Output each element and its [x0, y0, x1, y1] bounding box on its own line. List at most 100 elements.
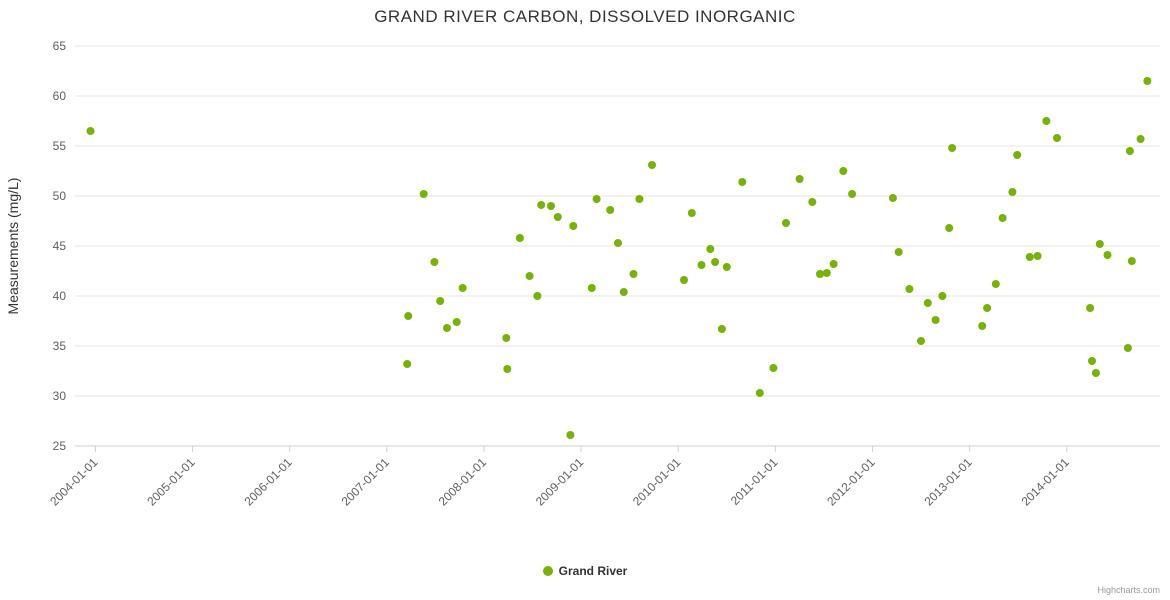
- data-point[interactable]: [888, 194, 897, 202]
- chart-title: GRAND RIVER CARBON, DISSOLVED INORGANIC: [374, 7, 796, 26]
- data-point[interactable]: [991, 280, 1000, 288]
- x-axis-label: 2007-01-01: [339, 455, 393, 509]
- data-point[interactable]: [1053, 134, 1061, 142]
- data-point[interactable]: [983, 304, 992, 312]
- data-point[interactable]: [945, 224, 954, 232]
- x-axis-label: 2013-01-01: [921, 455, 975, 509]
- data-point[interactable]: [1033, 252, 1042, 260]
- y-axis-label: 30: [53, 389, 67, 403]
- data-point[interactable]: [419, 190, 428, 198]
- legend-item-grand-river[interactable]: Grand River: [0, 564, 1170, 578]
- x-axis-label: 2005-01-01: [144, 455, 198, 509]
- data-point[interactable]: [795, 175, 804, 183]
- x-axis-label: 2009-01-01: [533, 455, 587, 509]
- data-point[interactable]: [917, 337, 925, 345]
- data-point[interactable]: [782, 219, 790, 227]
- data-point[interactable]: [587, 284, 596, 292]
- data-point[interactable]: [738, 178, 747, 186]
- data-point[interactable]: [1013, 151, 1022, 159]
- data-point[interactable]: [822, 269, 831, 277]
- data-point[interactable]: [816, 270, 824, 278]
- y-axis-label: 50: [53, 189, 67, 203]
- data-point[interactable]: [697, 261, 706, 269]
- data-point[interactable]: [1088, 357, 1096, 365]
- data-point[interactable]: [687, 209, 696, 217]
- data-point[interactable]: [706, 245, 715, 253]
- data-point[interactable]: [1127, 257, 1136, 265]
- data-point[interactable]: [948, 144, 957, 152]
- y-axis-title: Measurements (mg/L): [5, 178, 21, 315]
- data-point[interactable]: [848, 190, 857, 198]
- data-point[interactable]: [436, 297, 445, 305]
- data-point[interactable]: [722, 263, 731, 271]
- data-point[interactable]: [1091, 369, 1100, 377]
- y-axis-label: 55: [53, 139, 67, 153]
- data-point[interactable]: [1025, 253, 1034, 261]
- x-axis-label: 2010-01-01: [630, 455, 684, 509]
- data-point[interactable]: [1123, 344, 1132, 352]
- data-point[interactable]: [1125, 147, 1134, 155]
- data-point[interactable]: [711, 258, 720, 266]
- y-axis-label: 35: [53, 339, 67, 353]
- data-point[interactable]: [515, 234, 524, 242]
- data-point[interactable]: [430, 258, 439, 266]
- data-point[interactable]: [1143, 77, 1152, 85]
- data-point[interactable]: [1095, 240, 1104, 248]
- data-point[interactable]: [619, 288, 628, 296]
- data-point[interactable]: [614, 239, 622, 247]
- data-point[interactable]: [502, 334, 511, 342]
- data-point[interactable]: [905, 285, 914, 293]
- y-axis-label: 60: [53, 89, 67, 103]
- data-point[interactable]: [808, 198, 817, 206]
- data-point[interactable]: [717, 325, 726, 333]
- y-axis-label: 45: [53, 239, 67, 253]
- data-point[interactable]: [680, 276, 688, 284]
- data-point[interactable]: [829, 260, 838, 268]
- data-point[interactable]: [592, 195, 601, 203]
- data-point[interactable]: [569, 222, 578, 230]
- y-axis-label: 25: [53, 439, 67, 453]
- data-point[interactable]: [635, 195, 644, 203]
- legend-marker-icon: [542, 566, 553, 576]
- data-point[interactable]: [629, 270, 638, 278]
- data-point[interactable]: [566, 431, 575, 439]
- data-point[interactable]: [525, 272, 534, 280]
- legend-series-label: Grand River: [558, 564, 628, 578]
- data-point[interactable]: [931, 316, 940, 324]
- data-point[interactable]: [1103, 251, 1112, 259]
- data-point[interactable]: [648, 161, 656, 169]
- highcharts-credits-link[interactable]: Highcharts.com: [1097, 585, 1160, 595]
- data-point[interactable]: [755, 389, 764, 397]
- data-point[interactable]: [537, 201, 546, 209]
- data-point[interactable]: [86, 127, 95, 135]
- data-point[interactable]: [606, 206, 615, 214]
- y-axis-label: 40: [53, 289, 67, 303]
- data-point[interactable]: [452, 318, 461, 326]
- data-point[interactable]: [978, 322, 987, 330]
- data-point[interactable]: [998, 214, 1007, 222]
- data-point[interactable]: [553, 213, 562, 221]
- data-point[interactable]: [1136, 135, 1145, 143]
- y-axis-label: 65: [53, 39, 67, 53]
- x-axis-label: 2006-01-01: [241, 455, 295, 509]
- data-point[interactable]: [1008, 188, 1017, 196]
- data-point[interactable]: [1086, 304, 1095, 312]
- data-point[interactable]: [894, 248, 903, 256]
- data-point[interactable]: [533, 292, 542, 300]
- x-axis-label: 2014-01-01: [1019, 455, 1073, 509]
- data-point[interactable]: [839, 167, 848, 175]
- data-point[interactable]: [547, 202, 555, 210]
- x-axis-label: 2004-01-01: [47, 455, 101, 509]
- data-point[interactable]: [769, 364, 778, 372]
- data-point[interactable]: [938, 292, 947, 300]
- data-point[interactable]: [923, 299, 932, 307]
- data-point[interactable]: [403, 360, 412, 368]
- scatter-plot: Measurements (mg/L) 25 30 35 40 45 50 55 60 65 20…: [5, 39, 1160, 509]
- x-axis-label: 2012-01-01: [824, 455, 878, 509]
- data-point[interactable]: [503, 365, 512, 373]
- data-point[interactable]: [458, 284, 467, 292]
- data-point[interactable]: [404, 312, 413, 320]
- data-point[interactable]: [443, 324, 451, 332]
- data-point[interactable]: [1042, 117, 1051, 125]
